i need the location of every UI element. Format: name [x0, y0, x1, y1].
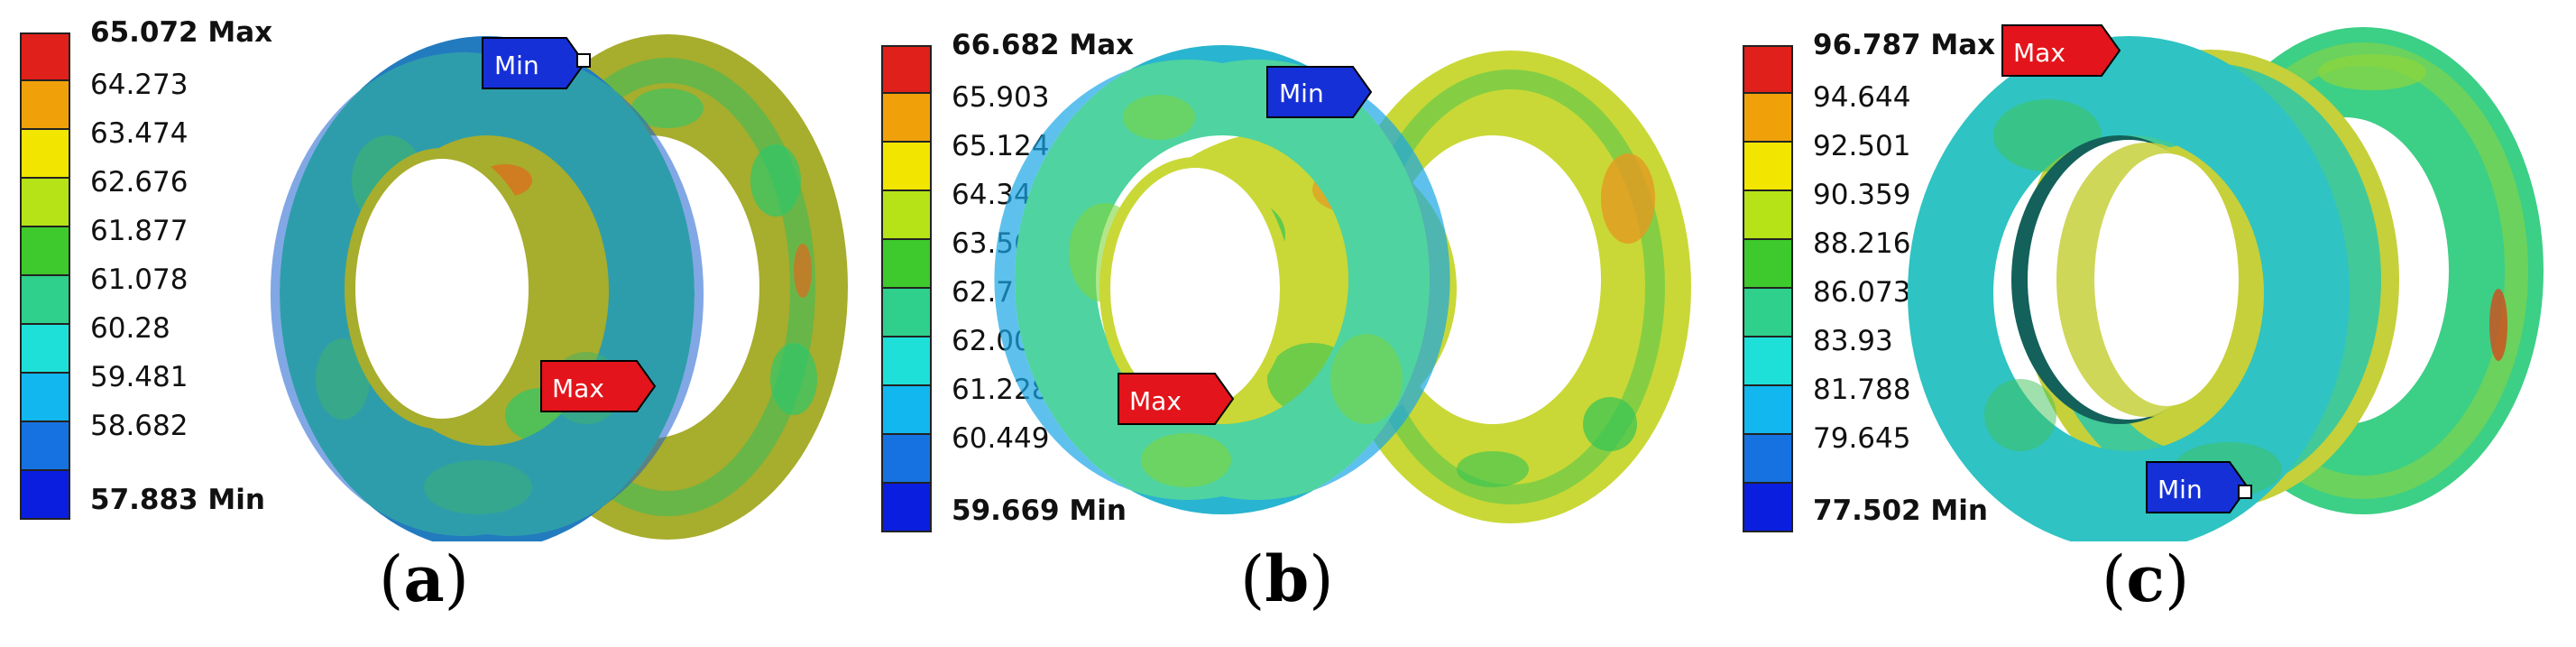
legend-tick: 63.474	[90, 117, 189, 150]
bearing-model-c: Max Min	[1908, 24, 2544, 541]
legend-tick: 83.93	[1813, 325, 1893, 357]
legend-swatch	[1743, 240, 1793, 289]
legend-min-label: 77.502 Min	[1813, 494, 1988, 527]
legend-tick: 65.903	[952, 81, 1050, 114]
min-probe: Min	[1266, 66, 1373, 118]
legend-min-label: 57.883 Min	[90, 484, 265, 516]
legend-tick: 61.877	[90, 215, 189, 247]
max-probe: Max	[1118, 373, 1235, 425]
legend-swatch	[881, 45, 932, 94]
legend-tick: 64.273	[90, 69, 189, 101]
legend-swatch	[1743, 94, 1793, 143]
legend-tick: 60.449	[952, 422, 1050, 455]
legend-swatch	[881, 337, 932, 386]
min-probe-label: Min	[494, 51, 539, 80]
legend-max-label: 66.682 Max	[952, 29, 1135, 61]
max-probe-label: Max	[552, 374, 604, 403]
legend-swatch	[881, 191, 932, 240]
legend-swatch	[1743, 337, 1793, 386]
legend-swatch	[1743, 435, 1793, 484]
legend-min-label: 59.669 Min	[952, 494, 1127, 527]
legend-tick: 90.359	[1813, 179, 1911, 211]
legend-tick: 58.682	[90, 410, 189, 442]
legend-swatch	[881, 289, 932, 337]
legend-max-label: 96.787 Max	[1813, 29, 1996, 61]
bearing-model-b: Min Max	[994, 45, 1691, 523]
legend-tick: 79.645	[1813, 422, 1911, 455]
legend-max-label: 65.072 Max	[90, 16, 273, 49]
max-probe-label: Max	[2013, 38, 2065, 68]
legend-swatch	[881, 240, 932, 289]
max-probe: Max	[2001, 24, 2121, 77]
legend-swatch	[20, 130, 70, 179]
legend-tick: 61.078	[90, 263, 189, 296]
legend-swatch	[20, 179, 70, 227]
legend-swatch	[20, 32, 70, 81]
sublabel-b: (b)	[1240, 541, 1334, 616]
min-probe: Min	[482, 37, 591, 89]
legend-swatch	[20, 276, 70, 325]
legend-swatch	[1743, 386, 1793, 435]
legend-swatch	[1743, 289, 1793, 337]
legend-swatch	[881, 94, 932, 143]
min-probe: Min	[2146, 461, 2252, 513]
legend-tick: 81.788	[1813, 374, 1911, 406]
max-probe-label: Max	[1129, 386, 1182, 416]
legend-tick: 86.073	[1813, 276, 1911, 309]
bore-hole	[1105, 162, 1285, 415]
min-probe-label: Min	[2157, 475, 2203, 504]
legend-tick: 88.216	[1813, 227, 1911, 260]
panel-b: 66.682 Max 65.903 65.124 64.345 63.565 6…	[861, 0, 1718, 647]
legend-swatch	[20, 374, 70, 422]
legend-tick: 59.481	[90, 361, 189, 393]
legend-swatch	[881, 435, 932, 484]
legend-swatch	[881, 386, 932, 435]
legend-tick: 60.28	[90, 312, 170, 345]
min-probe-label: Min	[1279, 79, 1324, 108]
max-probe: Max	[540, 360, 657, 412]
sublabel-c: (c)	[2102, 541, 2190, 616]
bearing-model-a: Min Max	[270, 34, 848, 541]
legend-swatch	[1743, 191, 1793, 240]
legend-swatch	[1743, 45, 1793, 94]
legend-swatch	[20, 81, 70, 130]
legend-swatch	[20, 471, 70, 520]
legend-swatch	[1743, 484, 1793, 532]
sublabel-a: (a)	[379, 541, 469, 616]
legend-swatch	[20, 227, 70, 276]
legend-tick: 62.676	[90, 166, 189, 199]
legend-swatch	[881, 484, 932, 532]
legend-swatch	[881, 143, 932, 191]
legend-swatch	[20, 325, 70, 374]
bore-hole	[350, 153, 534, 424]
legend-tick: 94.644	[1813, 81, 1911, 114]
legend-swatch	[20, 422, 70, 471]
legend-tick: 92.501	[1813, 130, 1911, 162]
panel-c: 96.787 Max 94.644 92.501 90.359 88.216 8…	[1723, 0, 2576, 647]
panel-a: 65.072 Max 64.273 63.474 62.676 61.877 6…	[0, 0, 857, 647]
legend-swatch	[1743, 143, 1793, 191]
